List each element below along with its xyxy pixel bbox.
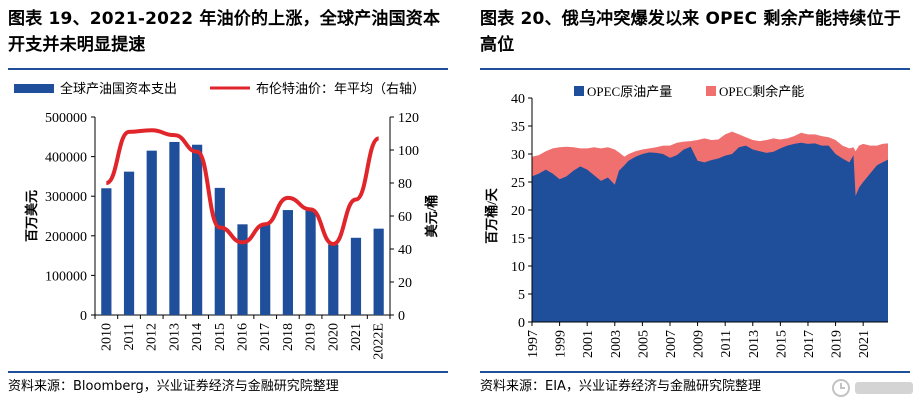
brent-price-line xyxy=(105,128,380,247)
x-tick-label: 2010 xyxy=(99,323,114,351)
left-bars xyxy=(101,141,384,315)
left-y-tick-label: 200000 xyxy=(45,230,87,245)
y-tick-label: 35 xyxy=(511,120,525,135)
bar-2011 xyxy=(123,171,135,315)
x-tick-label: 2011 xyxy=(122,323,137,350)
y-tick-label: 40 xyxy=(511,92,525,107)
y-axis-title: 百万桶/天 xyxy=(484,187,499,244)
x-tick-label: 2021 xyxy=(349,323,364,351)
x-tick-label: 2001 xyxy=(581,330,596,358)
legend-spare-label: OPEC剩余产能 xyxy=(719,84,804,99)
left-y-tick-label: 0 xyxy=(80,309,87,324)
left-source-rule xyxy=(8,371,448,373)
x-tick-label: 2007 xyxy=(664,330,679,358)
x-tick-label: 1997 xyxy=(526,330,541,358)
x-tick-label: 2022E xyxy=(372,323,387,360)
bar-2015 xyxy=(214,187,225,315)
x-tick-label: 2021 xyxy=(857,330,872,358)
right-y-tick-label: 100 xyxy=(398,144,419,159)
legend-production-label: OPEC原油产量 xyxy=(587,84,672,99)
y-tick-label: 5 xyxy=(518,288,525,303)
opec-production-area xyxy=(532,142,888,322)
bar-2014 xyxy=(192,144,203,315)
left-chart: 全球产油国资本支出 布伦特油价：年平均（右轴） 0 100000 200000 3000… xyxy=(14,81,439,360)
x-tick-label: 2016 xyxy=(236,323,251,351)
x-tick-label: 2020 xyxy=(326,323,341,351)
legend-line-label: 布伦特油价：年平均（右轴） xyxy=(256,81,425,96)
x-tick-label: 2014 xyxy=(190,323,205,351)
left-y-axis-title: 百万美元 xyxy=(24,190,39,242)
x-tick-label: 2017 xyxy=(802,330,817,358)
right-y-tick-label: 60 xyxy=(398,210,412,225)
bar-2016 xyxy=(237,224,248,315)
y-tick-label: 20 xyxy=(511,204,525,219)
left-chart-panel: 图表 19、2021-2022 年油价的上涨，全球产油国资本开支并未明显提速 全… xyxy=(0,0,458,404)
x-tick-label: 1999 xyxy=(554,330,569,358)
legend-bar-label: 全球产油国资本支出 xyxy=(60,81,177,96)
right-chart: 0 5 10 15 20 25 30 35 40 1997 1999 2001 2003 2005 2007… xyxy=(484,84,888,358)
left-y-tick-label: 500000 xyxy=(45,111,87,126)
x-tick-label: 2017 xyxy=(258,323,273,351)
left-y-tick-label: 300000 xyxy=(45,190,87,205)
right-legend: OPEC原油产量 OPEC剩余产能 xyxy=(574,84,804,99)
legend-spare-swatch xyxy=(706,86,716,96)
bar-2022E xyxy=(373,228,384,315)
bar-2018 xyxy=(282,210,293,315)
left-axes: 0 100000 200000 300000 400000 500000 0 20 40 60 80… xyxy=(24,111,439,360)
right-areas xyxy=(532,131,888,322)
bar-2013 xyxy=(169,141,180,315)
right-y-tick-label: 20 xyxy=(398,276,412,291)
left-title-rule xyxy=(8,68,448,70)
left-legend: 全球产油国资本支出 布伦特油价：年平均（右轴） xyxy=(14,81,425,96)
right-source: 资料来源：EIA，兴业证券经济与金融研究院整理 xyxy=(480,379,761,394)
x-tick-label: 2015 xyxy=(774,330,789,358)
left-source: 资料来源：Bloomberg，兴业证券经济与金融研究院整理 xyxy=(8,379,339,394)
left-chart-title: 图表 19、2021-2022 年油价的上涨，全球产油国资本开支并未明显提速 xyxy=(8,9,441,55)
x-tick-label: 2015 xyxy=(213,323,228,351)
x-tick-label: 2013 xyxy=(167,323,182,351)
y-tick-label: 30 xyxy=(511,148,525,163)
bar-2021 xyxy=(350,237,362,315)
right-chart-panel: 图表 20、俄乌冲突爆发以来 OPEC 剩余产能持续位于高位 0 5 10 15 20 2… xyxy=(470,0,921,404)
bar-2020 xyxy=(328,244,339,315)
right-title-rule xyxy=(480,68,910,70)
left-y-tick-label: 400000 xyxy=(45,151,87,166)
right-chart-title: 图表 20、俄乌冲突爆发以来 OPEC 剩余产能持续位于高位 xyxy=(480,9,902,55)
bar-2017 xyxy=(260,223,271,315)
y-tick-label: 25 xyxy=(511,176,525,191)
x-tick-label: 2018 xyxy=(281,323,296,351)
right-y-tick-label: 0 xyxy=(398,309,405,324)
x-tick-label: 2013 xyxy=(747,330,762,358)
left-y-tick-label: 100000 xyxy=(45,269,87,284)
right-y-tick-label: 120 xyxy=(398,111,419,126)
y-tick-label: 10 xyxy=(511,260,525,275)
right-source-rule xyxy=(480,371,910,373)
right-y-tick-label: 40 xyxy=(398,243,412,258)
y-tick-label: 15 xyxy=(511,232,525,247)
x-tick-label: 2019 xyxy=(304,323,319,351)
y-tick-label: 0 xyxy=(518,316,525,331)
x-tick-label: 2003 xyxy=(609,330,624,358)
x-tick-label: 2009 xyxy=(692,330,707,358)
bar-2010 xyxy=(101,188,112,315)
x-tick-label: 2012 xyxy=(145,323,160,351)
x-tick-label: 2019 xyxy=(830,330,845,358)
logo-watermark-icon xyxy=(832,379,913,397)
right-axes: 0 5 10 15 20 25 30 35 40 1997 1999 2001 2003 2005 2007… xyxy=(484,92,888,358)
right-y-tick-label: 80 xyxy=(398,177,412,192)
left-line xyxy=(105,128,380,247)
right-y-axis-title: 美元/桶 xyxy=(424,195,439,238)
bar-2019 xyxy=(305,210,316,315)
legend-bar-swatch xyxy=(14,84,54,93)
bar-2012 xyxy=(146,150,157,315)
x-tick-label: 2011 xyxy=(719,330,734,357)
legend-production-swatch xyxy=(574,86,584,96)
x-tick-label: 2005 xyxy=(636,330,651,358)
